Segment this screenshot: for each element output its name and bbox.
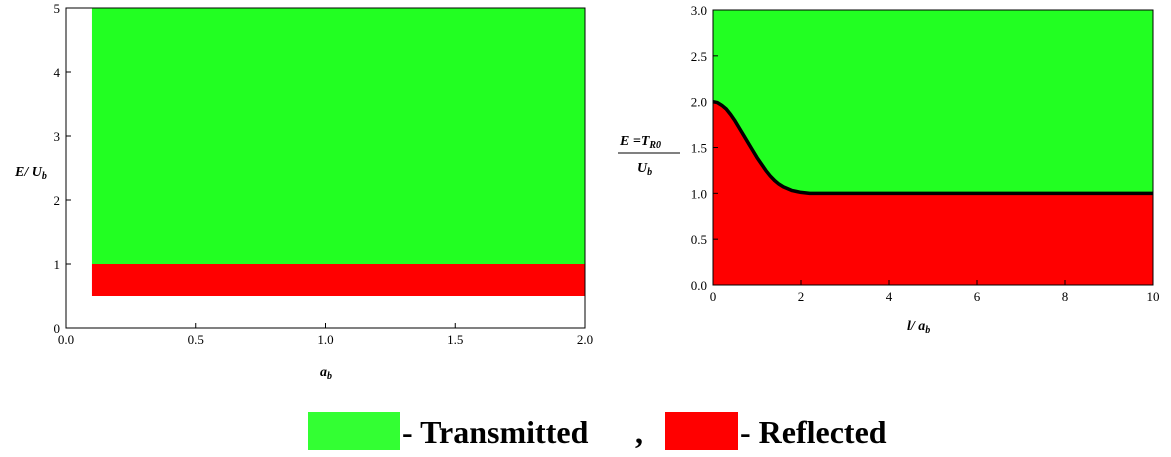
y-tick-label: 0 <box>54 321 61 336</box>
y-tick-label: 3.0 <box>691 3 707 18</box>
boundary-curve <box>712 99 1153 196</box>
y-tick-label: 2 <box>54 193 61 208</box>
right-chart: 0 2 4 6 8 10 0.0 0.5 1.0 1.5 2.0 2.5 3.0 E =TR0 Ub l… <box>618 3 1160 336</box>
right-chart-ylabel-numerator: E =TR0 <box>619 134 661 151</box>
y-tick-label: 5 <box>54 1 61 16</box>
legend-separator: , <box>635 414 643 450</box>
right-chart-ticks: 0 2 4 6 8 10 0.0 0.5 1.0 1.5 2.0 2.5 3.0 <box>691 3 1160 304</box>
region-reflected <box>91 264 585 296</box>
x-tick-label: 0 <box>710 289 717 304</box>
left-chart: 0.0 0.5 1.0 1.5 2.0 0 1 2 3 4 5 E/ Ub ab <box>14 1 593 382</box>
left-chart-regions <box>91 8 585 296</box>
x-tick-label: 1.0 <box>317 332 333 347</box>
legend-swatch-transmitted <box>308 412 400 450</box>
left-chart-ylabel: E/ Ub <box>14 165 47 182</box>
left-chart-ticks: 0.0 0.5 1.0 1.5 2.0 0 1 2 3 4 5 <box>54 1 594 347</box>
right-chart-xlabel: l/ ab <box>907 319 930 336</box>
left-chart-xlabel: ab <box>320 365 332 382</box>
right-chart-regions <box>712 10 1153 286</box>
right-chart-ylabel-denominator: Ub <box>637 161 652 178</box>
x-tick-label: 10 <box>1147 289 1160 304</box>
y-tick-label: 0.0 <box>691 278 707 293</box>
y-tick-label: 2.0 <box>691 95 707 110</box>
y-tick-label: 1.0 <box>691 186 707 201</box>
legend-label-reflected: - Reflected <box>740 414 887 450</box>
x-tick-label: 0.0 <box>58 332 74 347</box>
x-tick-label: 6 <box>974 289 981 304</box>
x-tick-label: 2.0 <box>577 332 593 347</box>
x-tick-label: 8 <box>1062 289 1069 304</box>
x-tick-label: 0.5 <box>188 332 204 347</box>
y-tick-label: 3 <box>54 129 61 144</box>
x-tick-label: 1.5 <box>447 332 463 347</box>
region-transmitted <box>91 8 585 264</box>
legend: - Transmitted , - Reflected <box>308 412 887 450</box>
y-tick-label: 0.5 <box>691 232 707 247</box>
y-tick-label: 1 <box>54 257 61 272</box>
x-tick-label: 2 <box>798 289 805 304</box>
legend-label-transmitted: - Transmitted <box>402 414 589 450</box>
legend-swatch-reflected <box>665 412 738 450</box>
y-tick-label: 1.5 <box>691 141 707 156</box>
x-tick-label: 4 <box>886 289 893 304</box>
y-tick-label: 2.5 <box>691 49 707 64</box>
y-tick-label: 4 <box>54 65 61 80</box>
